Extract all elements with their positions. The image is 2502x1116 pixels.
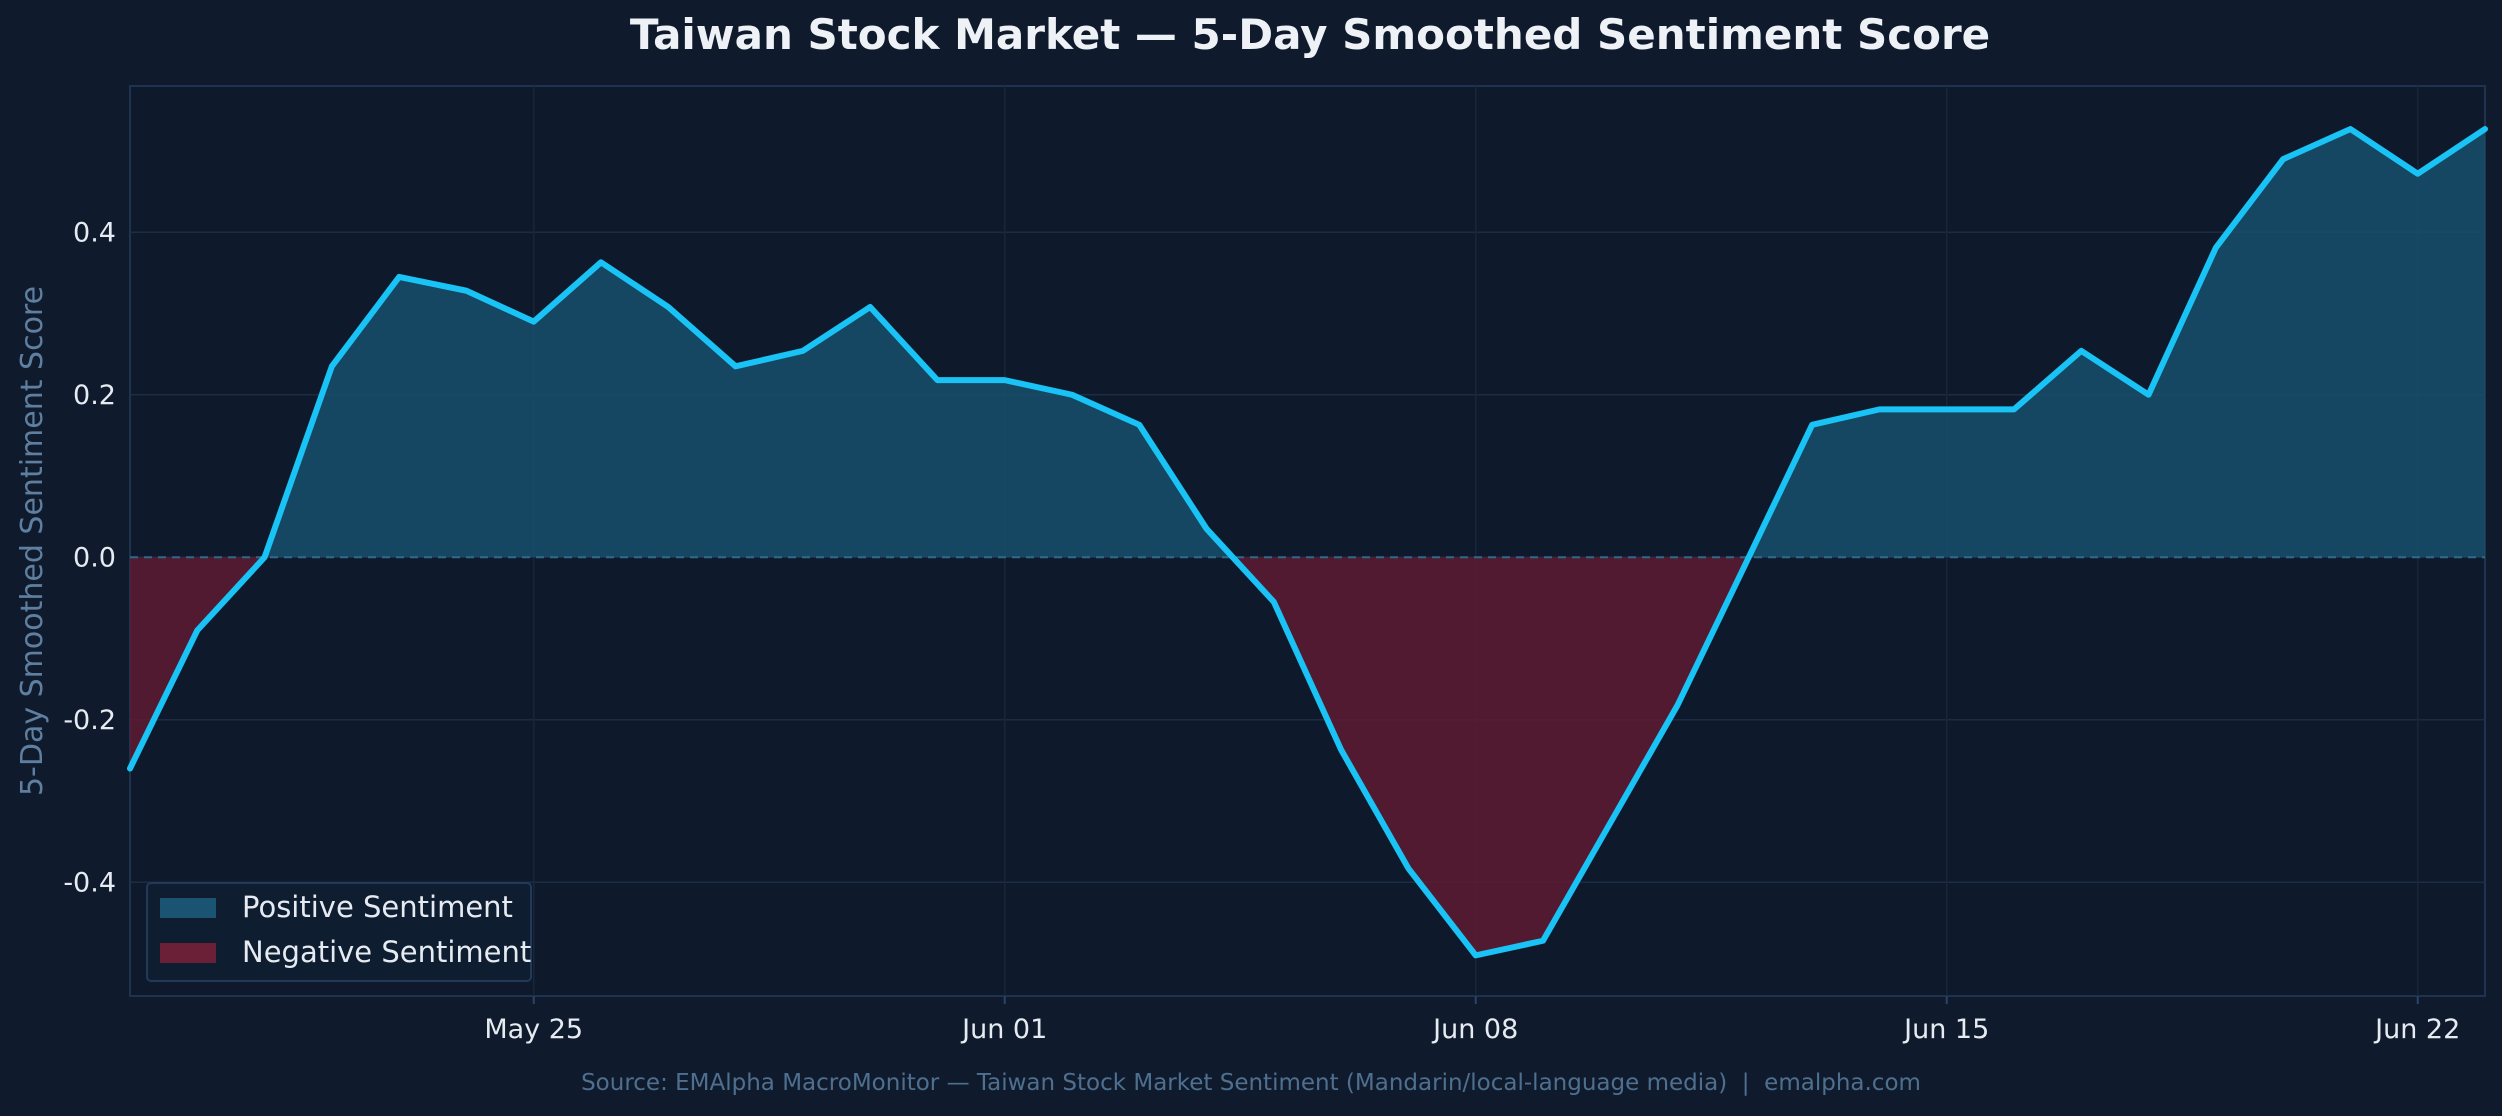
x-tick-label: May 25: [484, 1014, 583, 1045]
source-note: Source: EMAlpha MacroMonitor — Taiwan St…: [581, 1070, 1921, 1096]
legend-box: [146, 882, 532, 982]
sentiment-line: [127, 126, 2488, 959]
y-tick-label: 0.4: [73, 217, 116, 248]
legend-swatch-positive: [160, 898, 216, 918]
sentiment-fill-areas: [130, 129, 2485, 956]
legend-label-positive: Positive Sentiment: [242, 890, 513, 924]
y-axis-label: 5-Day Smoothed Sentiment Score: [15, 286, 50, 796]
positive-fill-area: [1748, 129, 2485, 558]
y-tick-label: 0.2: [73, 380, 116, 411]
y-tick-label: -0.2: [63, 705, 116, 736]
x-tick-label: Jun 08: [1431, 1014, 1518, 1045]
x-tick-label: Jun 15: [1902, 1014, 1989, 1045]
legend: Positive Sentiment Negative Sentiment: [146, 882, 532, 982]
x-axis-ticks: May 25 Jun 01 Jun 08 Jun 15 Jun 22: [484, 996, 2460, 1045]
y-tick-label: 0.0: [73, 542, 116, 573]
x-tick-label: Jun 01: [960, 1014, 1047, 1045]
legend-label-negative: Negative Sentiment: [242, 935, 531, 969]
positive-fill-area: [264, 262, 1233, 558]
negative-fill-area: [1232, 557, 1749, 956]
legend-swatch-negative: [160, 943, 216, 963]
x-tick-label: Jun 22: [2373, 1014, 2460, 1045]
sentiment-line-layer: [127, 126, 2488, 959]
y-tick-label: -0.4: [63, 867, 116, 898]
y-axis-ticks: -0.4 -0.2 0.0 0.2 0.4: [63, 217, 116, 898]
chart-title: Taiwan Stock Market — 5-Day Smoothed Sen…: [630, 10, 1990, 59]
negative-fill-area: [130, 557, 265, 769]
